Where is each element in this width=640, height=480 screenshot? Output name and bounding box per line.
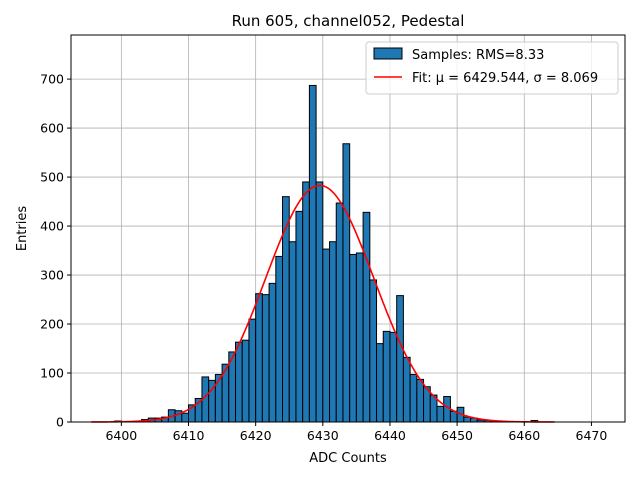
- x-tick-label: 6470: [576, 428, 608, 443]
- histogram-bar: [241, 339, 250, 423]
- axes: [70, 34, 626, 423]
- y-tick-label: 0: [56, 415, 64, 430]
- x-tick-label: 6420: [240, 428, 272, 443]
- histogram-bar: [349, 253, 357, 423]
- histogram-bar: [248, 318, 257, 423]
- x-tick-label: 6460: [508, 428, 540, 443]
- histogram-bar: [261, 294, 270, 423]
- histogram-bar: [315, 181, 324, 423]
- legend: Samples: RMS=8.33 Fit: μ = 6429.544, σ =…: [365, 41, 619, 95]
- histogram-bars: [114, 84, 539, 423]
- histogram-bar: [396, 295, 404, 423]
- histogram-bar: [302, 181, 310, 423]
- histogram-bar: [335, 202, 344, 423]
- histogram-bar: [255, 293, 263, 423]
- histogram-bar: [389, 331, 398, 423]
- histogram-bar: [409, 373, 418, 423]
- x-tick-label: 6400: [105, 428, 137, 443]
- fit-curve-group: [91, 184, 555, 423]
- histogram-bar: [275, 255, 284, 423]
- plot-frame: [70, 34, 626, 423]
- histogram-bar: [268, 282, 277, 423]
- histogram-bar: [362, 211, 371, 423]
- histogram-bar: [342, 143, 351, 423]
- histogram-bar: [295, 210, 304, 423]
- x-tick-label: 6430: [307, 428, 339, 443]
- legend-label-samples: Samples: RMS=8.33: [412, 48, 544, 63]
- histogram-bar: [282, 196, 290, 423]
- legend-swatch-samples: [373, 47, 403, 60]
- histogram-bar: [402, 356, 411, 423]
- histogram-bar: [329, 241, 337, 423]
- y-axis-label: Entries: [15, 206, 30, 252]
- chart-title: Run 605, channel052, Pedestal: [232, 12, 465, 30]
- histogram-bar: [436, 405, 445, 423]
- x-axis-label: ADC Counts: [309, 451, 387, 466]
- y-tick-label: 600: [40, 121, 64, 136]
- y-tick-label: 100: [40, 366, 64, 381]
- histogram-bar: [416, 378, 425, 423]
- y-tick-label: 500: [40, 170, 64, 185]
- histogram-bar: [288, 241, 297, 423]
- y-tick-label: 300: [40, 268, 64, 283]
- tick-labels: 6400 6410 6420 6430 6440 6450 6460 6470 0 100 200 3…: [40, 72, 607, 443]
- y-tick-label: 700: [40, 72, 64, 87]
- histogram-bar: [355, 252, 364, 423]
- x-tick-label: 6410: [173, 428, 205, 443]
- histogram-bar: [463, 416, 472, 423]
- fit-curve: [91, 184, 555, 423]
- x-tick-label: 6450: [441, 428, 473, 443]
- legend-frame: [365, 41, 619, 95]
- histogram-bar: [322, 248, 331, 423]
- y-tick-label: 400: [40, 219, 64, 234]
- histogram-bar: [369, 279, 378, 423]
- histogram-bar: [181, 412, 190, 423]
- x-tick-label: 6440: [374, 428, 406, 443]
- histogram-bar: [308, 84, 317, 423]
- histogram-bar: [376, 343, 384, 423]
- histogram-bar: [382, 330, 391, 423]
- y-tick-label: 200: [40, 317, 64, 332]
- histogram-bar: [235, 341, 243, 423]
- legend-label-fit: Fit: μ = 6429.544, σ = 8.069: [412, 71, 598, 86]
